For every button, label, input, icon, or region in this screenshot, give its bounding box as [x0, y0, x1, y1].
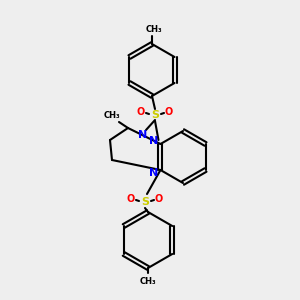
- Text: O: O: [127, 194, 135, 204]
- Text: CH₃: CH₃: [104, 112, 120, 121]
- Text: S: S: [151, 110, 159, 120]
- Text: CH₃: CH₃: [146, 25, 162, 34]
- Text: O: O: [137, 107, 145, 117]
- Text: CH₃: CH₃: [140, 277, 156, 286]
- Text: O: O: [155, 194, 163, 204]
- Text: S: S: [141, 197, 149, 207]
- Text: N: N: [138, 130, 148, 140]
- Text: O: O: [165, 107, 173, 117]
- Text: N: N: [149, 136, 158, 146]
- Text: N: N: [149, 168, 158, 178]
